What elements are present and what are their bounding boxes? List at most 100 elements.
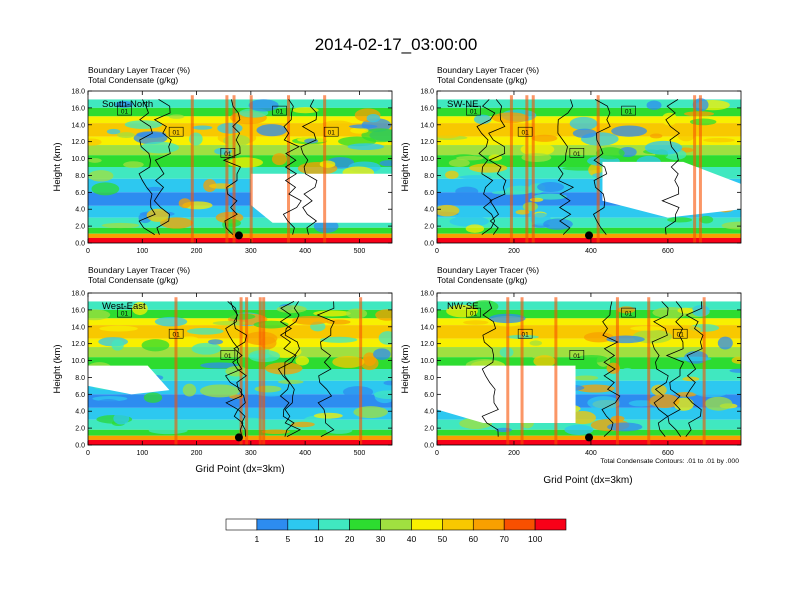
y-tick-label: 8.0 (75, 375, 85, 382)
field-patch (254, 385, 282, 393)
y-tick-label: 2.0 (424, 426, 434, 433)
contour-label: 01 (522, 332, 530, 339)
field-band (437, 318, 741, 326)
field-patch (520, 142, 555, 156)
y-tick-label: 12.0 (71, 341, 85, 348)
y-tick-label: 10.0 (71, 156, 85, 163)
field-patch (295, 356, 310, 366)
y-tick-label: 10.0 (71, 358, 85, 365)
y-tick-label: 16.0 (71, 307, 85, 314)
colorbar: 1 5 10 20 30 40 50 60 70 100 (225, 518, 567, 544)
condensate-contour (222, 99, 242, 235)
field-patch (291, 315, 329, 325)
field-patch (572, 128, 597, 138)
location-marker (585, 433, 593, 442)
plot-area: 01 01 01 01 01 0 200 400 600 0.0 2.0 4.0 6.0 8.0 10.0 1… (420, 291, 742, 457)
field-patch (717, 336, 733, 350)
colorbar-swatch (503, 518, 536, 531)
contour-label-box (569, 148, 585, 158)
x-tick-label: 100 (136, 450, 148, 457)
condensate-contour (557, 99, 575, 235)
field-patch (651, 384, 667, 396)
colorbar-swatch (411, 518, 443, 531)
plume-column (509, 95, 513, 243)
condensate-contour (284, 301, 301, 437)
field-patch (88, 170, 114, 182)
x-tick-label: 400 (585, 248, 597, 255)
tracer-field (437, 293, 741, 445)
field-patch (168, 114, 185, 119)
field-patch (101, 222, 140, 229)
colorbar-label: 30 (376, 534, 386, 544)
field-patch (721, 221, 741, 230)
plot-area: 01 01 01 01 0 200 400 600 0.0 2.0 4.0 6.0 8.0 10.0 12.… (420, 89, 742, 255)
field-patch (88, 138, 102, 146)
colorbar-label: 60 (469, 534, 479, 544)
field-patch (217, 122, 243, 134)
field-patch (473, 114, 492, 125)
y-tick-label: 6.0 (424, 392, 434, 399)
contour-label: 01 (224, 353, 232, 360)
colorbar-swatch (349, 518, 381, 531)
y-tick-label: 0.0 (75, 241, 85, 248)
x-tick-label: 300 (245, 248, 257, 255)
plume-column (525, 95, 529, 243)
panel-label: South-North (102, 99, 153, 110)
field-patch (159, 217, 193, 229)
field-patch (359, 423, 387, 428)
y-tick-label: 4.0 (424, 207, 434, 214)
field-patch (379, 160, 392, 167)
y-tick-label: 0.0 (424, 443, 434, 450)
field-patch (573, 375, 599, 381)
field-patch (256, 124, 287, 137)
contour-label: 01 (573, 151, 581, 158)
plot-area: 01 01 01 0 100 200 300 400 500 0.0 2.0 4.0 6.0 8.0 10.… (71, 291, 393, 457)
field-patch (448, 158, 470, 167)
field-patch (729, 368, 741, 373)
field-patch (116, 132, 136, 138)
y-tick-label: 16.0 (420, 307, 434, 314)
y-tick-label: 2.0 (424, 224, 434, 231)
x-tick-label: 200 (191, 248, 203, 255)
field-patch (383, 380, 392, 386)
condensate-contour (685, 301, 704, 437)
condensate-contour (316, 301, 335, 437)
field-patch (465, 224, 485, 233)
field-patch (521, 153, 552, 163)
contour-label-box (517, 126, 533, 137)
field-patch (141, 339, 170, 352)
contour-label-box (323, 126, 339, 137)
contour-label: 01 (470, 311, 478, 318)
field-patch (123, 161, 144, 168)
field-band (437, 99, 741, 108)
field-patch (200, 362, 239, 369)
field-patch (630, 326, 664, 331)
colorbar-swatch (472, 518, 505, 531)
contour-label: 01 (328, 130, 336, 137)
field-patch (529, 347, 543, 359)
field-patch (148, 426, 188, 435)
field-patch (271, 153, 287, 166)
condensate-contour (153, 99, 172, 235)
y-tick-label: 8.0 (75, 173, 85, 180)
field-patch (704, 396, 733, 411)
field-patch (691, 305, 710, 317)
location-marker (234, 231, 243, 240)
x-tick-label: 100 (136, 248, 148, 255)
y-tick-label: 16.0 (71, 105, 85, 112)
y-axis-label: Height (km) (400, 344, 411, 393)
colorbar-swatch (225, 518, 258, 531)
plume-column (596, 95, 600, 243)
field-patch (276, 305, 307, 313)
field-patch (692, 385, 730, 398)
field-patch (319, 160, 336, 168)
plume-column (190, 95, 194, 243)
field-band (437, 91, 741, 100)
field-patch (361, 128, 392, 143)
y-tick-label: 8.0 (424, 173, 434, 180)
field-patch (292, 107, 319, 114)
field-patch (587, 396, 620, 410)
field-patch (459, 175, 492, 180)
field-patch (132, 302, 148, 316)
y-tick-label: 14.0 (71, 122, 85, 129)
